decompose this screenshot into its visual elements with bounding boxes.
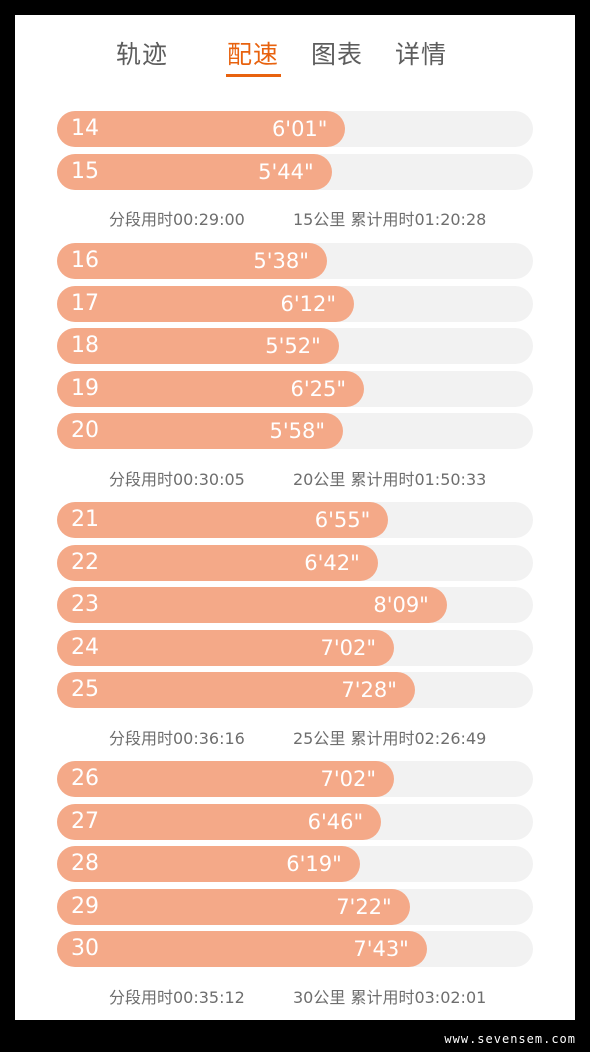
pace-bar-fill: [57, 153, 332, 190]
pace-row: 16 5'38": [57, 243, 533, 279]
pace-value: 5'52": [265, 334, 321, 358]
pace-bar-fill: [57, 629, 394, 666]
km-label: 26: [71, 766, 99, 791]
split-summary: 分段用时00:29:00 15公里 累计用时01:20:28: [15, 206, 575, 230]
km-label: 17: [71, 290, 99, 316]
km-label: 25: [71, 677, 99, 702]
pace-row: 19 6'25": [57, 370, 533, 407]
cumulative-time: 30公里 累计用时03:02:01: [293, 987, 487, 1007]
km-label: 29: [71, 893, 99, 919]
pace-row: 14 6'01": [57, 111, 533, 147]
pace-bar-fill: [57, 413, 344, 449]
pace-bar-fill: [57, 931, 427, 967]
pace-value: 6'25": [290, 376, 347, 401]
pace-row: 26 7'02": [57, 761, 533, 797]
km-label: 27: [71, 808, 99, 834]
pace-value: 5'44": [258, 159, 314, 184]
pace-bar-fill: [57, 587, 447, 623]
split-summary: 分段用时00:30:05 20公里 累计用时01:50:33: [15, 466, 575, 490]
pace-bar-fill: [57, 502, 389, 538]
tab-chart[interactable]: 图表: [310, 40, 364, 69]
pace-row: 15 5'44": [57, 153, 533, 190]
pace-row: 24 7'02": [57, 629, 533, 666]
split-summary: 分段用时00:36:16 25公里 累计用时02:26:49: [15, 725, 575, 749]
pace-bar-fill: [57, 761, 394, 797]
split-summary: 分段用时00:35:12 30公里 累计用时03:02:01: [15, 984, 575, 1008]
segment-time: 分段用时00:35:12: [109, 987, 245, 1007]
pace-bar-fill: [57, 672, 415, 708]
pace-value: 7'22": [336, 894, 392, 919]
pace-value: 6'42": [304, 550, 360, 575]
pace-bar-fill: [57, 888, 410, 925]
pace-row: 17 6'12": [57, 285, 533, 322]
pace-row: 23 8'09": [57, 587, 533, 623]
km-label: 21: [71, 507, 99, 532]
pace-row: 29 7'22": [57, 888, 533, 925]
km-label: 23: [71, 592, 99, 617]
km-label: 30: [71, 936, 99, 961]
tab-details[interactable]: 详情: [394, 40, 448, 69]
pace-row: 21 6'55": [57, 502, 533, 538]
tab-pace[interactable]: 配速: [226, 40, 280, 69]
pace-bar-fill: [57, 846, 360, 882]
km-label: 24: [71, 634, 99, 660]
km-label: 14: [71, 116, 99, 141]
pace-value: 7'28": [341, 678, 397, 702]
pace-bar-fill: [57, 285, 355, 322]
pace-value: 6'19": [286, 852, 342, 876]
pace-bar-fill: [57, 243, 327, 279]
pace-row: 20 5'58": [57, 413, 533, 449]
cumulative-time: 25公里 累计用时02:26:49: [293, 728, 487, 748]
km-label: 19: [71, 375, 99, 401]
pace-value: 7'43": [353, 937, 409, 961]
segment-time: 分段用时00:29:00: [109, 210, 245, 229]
pace-value: 8'09": [373, 593, 429, 617]
pace-value: 5'58": [269, 419, 326, 443]
active-tab-indicator: [226, 74, 281, 77]
pace-bar-fill: [57, 111, 346, 147]
pace-row: 30 7'43": [57, 931, 533, 967]
pace-row: 25 7'28": [57, 672, 533, 708]
pace-value: 7'02": [320, 635, 376, 660]
pace-row: 27 6'46": [57, 803, 533, 840]
pace-bar-fill: [57, 370, 365, 407]
pace-value: 6'46": [307, 809, 364, 834]
km-label: 22: [71, 549, 99, 575]
pace-row: 22 6'42": [57, 544, 533, 581]
pace-value: 6'12": [280, 291, 337, 316]
pace-row: 28 6'19": [57, 846, 533, 882]
pace-bar-fill: [57, 544, 378, 581]
pace-bar-fill: [57, 803, 382, 840]
km-label: 18: [71, 333, 99, 358]
pace-value: 6'01": [271, 117, 328, 141]
tab-track[interactable]: 轨迹: [115, 40, 169, 69]
watermark: www.sevensem.com: [444, 1032, 576, 1046]
km-label: 20: [71, 418, 99, 443]
pace-bar-fill: [57, 328, 339, 364]
km-label: 15: [71, 158, 99, 184]
pace-value: 7'02": [320, 767, 376, 791]
cumulative-time: 15公里 累计用时01:20:28: [293, 210, 487, 229]
cumulative-time: 20公里 累计用时01:50:33: [293, 469, 487, 489]
pace-row: 18 5'52": [57, 328, 533, 364]
km-label: 16: [71, 248, 99, 273]
app-screen: 14 6'01" 15 5'44" 分段用时00:29:00 15公里 累计用时01:20…: [15, 15, 575, 1020]
tab-bar: 轨迹 配速 图表 详情: [15, 15, 575, 105]
pace-value: 6'55": [314, 508, 371, 532]
km-label: 28: [71, 851, 99, 876]
segment-time: 分段用时00:36:16: [109, 728, 245, 748]
pace-value: 5'38": [253, 249, 309, 273]
segment-time: 分段用时00:30:05: [109, 469, 245, 489]
